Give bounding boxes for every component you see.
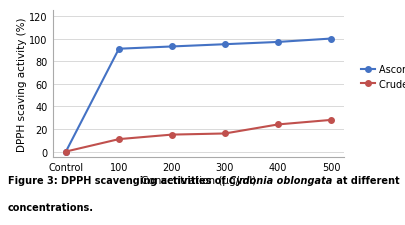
Y-axis label: DPPH scaving activity (%): DPPH scaving activity (%) <box>17 17 26 151</box>
Line: Crude Extract: Crude Extract <box>63 118 334 155</box>
Text: concentrations.: concentrations. <box>8 202 94 212</box>
Ascorbic Acid <box>328 38 333 41</box>
Text: Figure 3:: Figure 3: <box>8 176 61 185</box>
Ascorbic Acid <box>64 151 68 153</box>
Crude Extract <box>222 133 227 135</box>
Ascorbic Acid <box>275 41 280 44</box>
Ascorbic Acid <box>222 44 227 46</box>
Text: DPPH scavenging activities of: DPPH scavenging activities of <box>61 176 229 185</box>
Crude Extract <box>170 134 175 136</box>
Crude Extract <box>64 151 68 153</box>
Ascorbic Acid <box>117 48 121 51</box>
Crude Extract <box>275 124 280 126</box>
X-axis label: Concentration (μg/ml): Concentration (μg/ml) <box>141 175 256 185</box>
Legend: Ascorbic Acid, Crude Extract: Ascorbic Acid, Crude Extract <box>357 61 405 93</box>
Text: Cydonia oblongata: Cydonia oblongata <box>229 176 333 185</box>
Line: Ascorbic Acid: Ascorbic Acid <box>63 37 334 155</box>
Ascorbic Acid <box>170 46 175 49</box>
Crude Extract <box>328 119 333 122</box>
Crude Extract <box>117 138 121 141</box>
Text: at different: at different <box>333 176 399 185</box>
